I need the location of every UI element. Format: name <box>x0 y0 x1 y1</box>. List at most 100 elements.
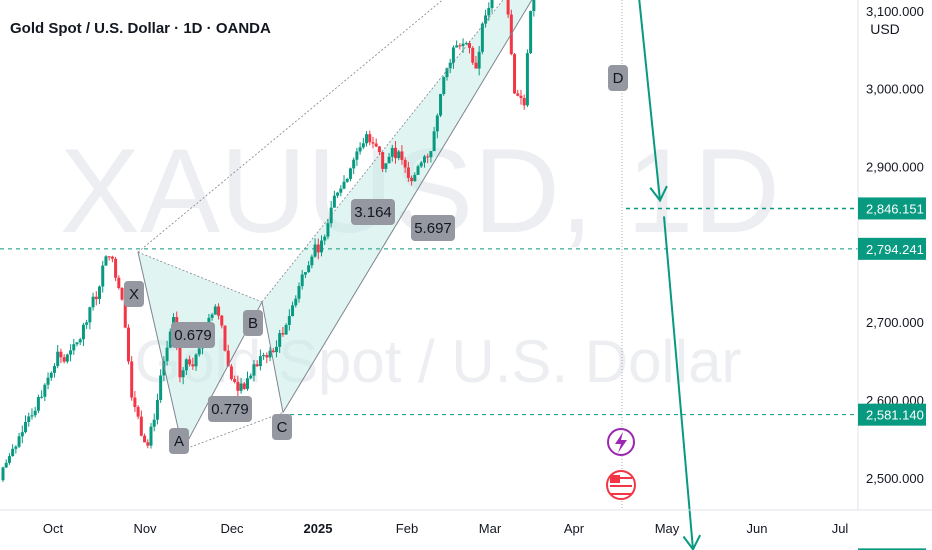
candle-body <box>432 131 436 152</box>
candle-body <box>101 265 105 287</box>
time-tick-label: Oct <box>43 521 64 536</box>
candle-body <box>355 151 359 160</box>
point-label-a-text: A <box>174 433 184 450</box>
time-tick-label: Jul <box>832 521 849 536</box>
candle-body <box>168 331 172 348</box>
point-label-c-text: C <box>277 419 288 436</box>
price-badge: 2,794.241 <box>858 237 926 260</box>
candle-body <box>381 152 385 169</box>
candle-body <box>316 244 320 253</box>
candle-body <box>435 115 439 132</box>
us-flag-icon[interactable] <box>606 470 636 500</box>
candle-body <box>139 416 143 436</box>
candle-body <box>310 256 314 266</box>
candle-body <box>217 306 221 316</box>
event-icons[interactable] <box>606 428 636 500</box>
time-tick-label: Jun <box>747 521 768 536</box>
candle-body <box>326 223 330 237</box>
point-label-c[interactable]: C <box>272 414 292 440</box>
candle-body <box>155 400 159 420</box>
candle-body <box>149 426 153 446</box>
candle-body <box>162 361 166 376</box>
ratio-label-4[interactable]: 5.697 <box>411 215 455 241</box>
candle-body <box>390 147 394 157</box>
candle-body <box>342 181 346 189</box>
price-badge: 2,395.210 <box>858 548 926 550</box>
candle-body <box>94 296 98 300</box>
candle-body <box>471 47 475 63</box>
candle-body <box>27 416 31 423</box>
point-label-b[interactable]: B <box>243 310 263 336</box>
projection-arrowhead <box>682 534 702 550</box>
candle-body <box>271 350 275 353</box>
candle-body <box>455 45 459 48</box>
candle-body <box>81 324 85 340</box>
candle-body <box>426 156 430 158</box>
candle-body <box>387 156 391 164</box>
time-axis[interactable]: Oct Nov Dec 2025 Feb Mar Apr May Jun Jul <box>43 521 849 536</box>
candle-body <box>274 346 278 353</box>
candle-body <box>136 406 140 417</box>
candle-body <box>110 256 114 259</box>
candle-body <box>11 448 15 457</box>
candle-body <box>506 0 510 15</box>
candle-body <box>303 272 307 275</box>
candle-body <box>416 166 420 175</box>
candle-body <box>323 236 327 241</box>
candle-body <box>516 93 520 96</box>
candle-body <box>152 419 156 427</box>
projection-arrow-2 <box>663 216 694 550</box>
lightning-icon[interactable] <box>607 428 635 456</box>
candle-body <box>17 436 21 447</box>
point-label-x[interactable]: X <box>124 281 144 307</box>
candle-body <box>477 51 481 69</box>
candle-body <box>258 356 262 367</box>
ratio-label-1[interactable]: 0.679 <box>171 322 215 348</box>
candle-body <box>85 322 89 325</box>
candle-body <box>445 68 449 78</box>
harmonic-pattern[interactable]: X A B C D 0.679 0.779 3.164 5.697 <box>124 0 628 454</box>
candle-body <box>329 207 333 224</box>
candle-body <box>49 372 53 378</box>
candle-body <box>532 0 536 12</box>
level-lines <box>0 0 858 510</box>
candle-body <box>184 359 188 371</box>
candle-body <box>78 339 82 343</box>
candle-body <box>88 307 92 323</box>
ratio-label-2[interactable]: 0.779 <box>208 396 252 422</box>
candle-body <box>65 354 69 362</box>
ratio-label-3[interactable]: 3.164 <box>351 199 395 225</box>
candle-body <box>223 325 227 351</box>
candle-body <box>480 23 484 52</box>
candle-body <box>287 316 291 325</box>
candle-body <box>442 77 446 95</box>
currency-label[interactable]: USD <box>870 21 900 37</box>
candle-body <box>332 195 336 208</box>
candle-body <box>406 167 410 178</box>
candle-body <box>24 422 28 433</box>
candle-body <box>46 377 50 385</box>
candle-body <box>320 240 324 253</box>
candle-body <box>487 7 491 16</box>
candle-body <box>123 299 127 328</box>
price-tick-label: 3,100.000 <box>866 4 924 19</box>
candle-body <box>368 134 372 143</box>
candle-body <box>220 315 224 326</box>
pattern-leg-xa <box>137 252 184 450</box>
candle-body <box>422 156 426 163</box>
point-label-x-text: X <box>129 286 139 303</box>
time-tick-label: Mar <box>479 521 502 536</box>
candle-body <box>146 442 150 446</box>
candle-body <box>268 350 272 358</box>
time-tick-label: Nov <box>133 521 157 536</box>
candle-body <box>98 286 102 300</box>
point-label-d[interactable]: D <box>608 65 628 91</box>
candle-body <box>448 62 452 69</box>
price-badge-value: 2,794.241 <box>866 242 924 257</box>
candle-body <box>43 384 47 397</box>
point-label-a[interactable]: A <box>169 428 189 454</box>
candle-body <box>213 306 217 315</box>
candle-body <box>281 333 285 335</box>
candle-body <box>529 11 533 54</box>
